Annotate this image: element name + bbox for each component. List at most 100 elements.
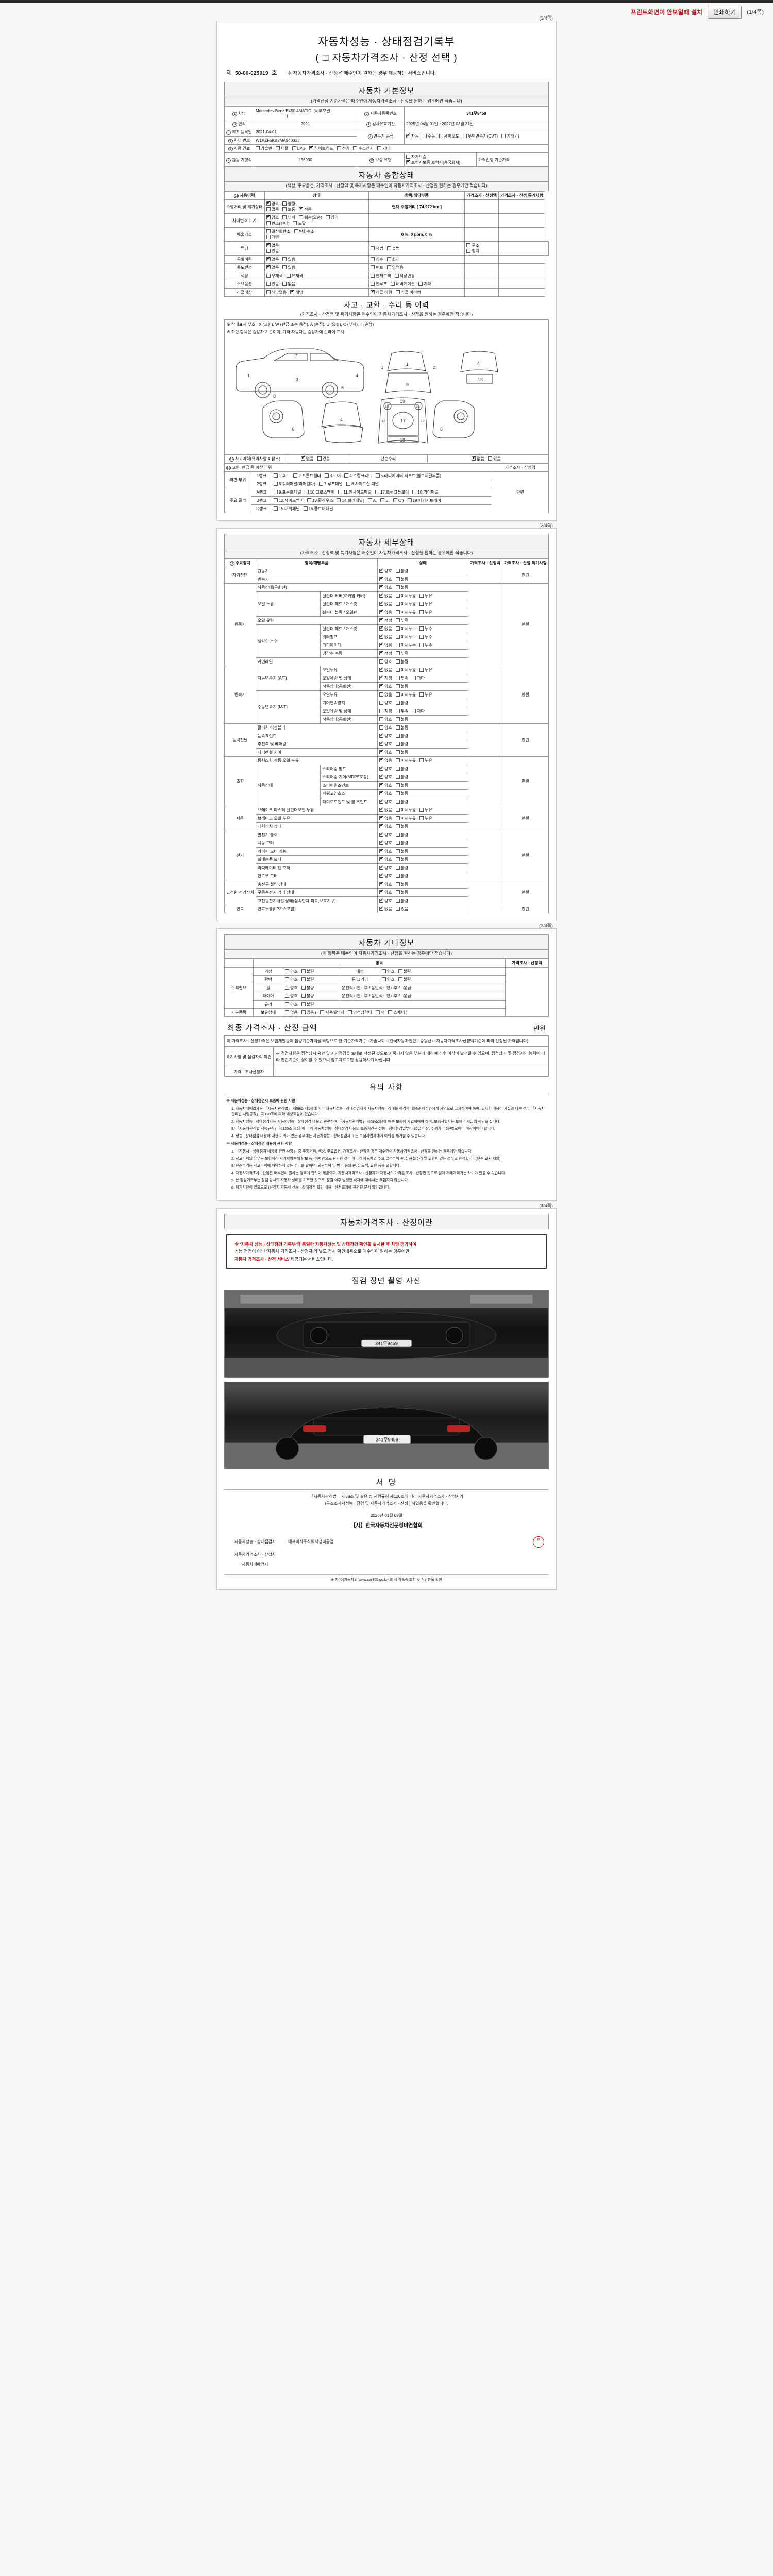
checkbox[interactable] — [266, 256, 271, 261]
checkbox[interactable] — [379, 749, 384, 754]
state-option[interactable]: 없음 — [379, 666, 392, 673]
transmission-option[interactable]: 세미오토 — [439, 133, 459, 139]
checkbox[interactable] — [466, 243, 471, 247]
state-option[interactable]: 누수 — [419, 634, 432, 640]
checkbox[interactable] — [395, 899, 400, 903]
checkbox[interactable] — [266, 235, 271, 239]
checkbox[interactable] — [379, 701, 383, 705]
checkbox[interactable] — [371, 257, 375, 261]
checkbox[interactable] — [395, 626, 400, 631]
checkbox[interactable] — [501, 134, 506, 138]
checkbox[interactable] — [379, 692, 383, 697]
checkbox[interactable] — [379, 709, 383, 713]
state-option[interactable]: 해당없음 — [266, 290, 287, 295]
checkbox[interactable] — [412, 676, 416, 680]
checkbox[interactable] — [320, 1010, 325, 1014]
checkbox[interactable] — [301, 1010, 306, 1014]
state-option[interactable]: 양호 — [266, 200, 279, 207]
state-option[interactable]: 양호 — [379, 889, 392, 895]
state-option[interactable]: 미세누유 — [395, 609, 416, 615]
state-option[interactable]: 불량 — [395, 857, 408, 862]
state-option[interactable]: 양호 — [379, 700, 392, 706]
part-option[interactable]: 12.사이드멤버 — [274, 498, 304, 503]
state-option[interactable]: 양호 — [379, 864, 392, 871]
state-option[interactable]: 양호 — [379, 856, 392, 862]
checkbox[interactable] — [379, 732, 384, 738]
state-option[interactable]: 양호 — [379, 749, 392, 755]
state-option[interactable]: 부족 — [395, 651, 408, 656]
state-option[interactable]: 없음 — [379, 633, 392, 640]
state-option[interactable]: 불량 — [395, 733, 408, 739]
checkbox[interactable] — [379, 633, 384, 639]
state-option[interactable]: 누유 — [419, 807, 432, 813]
state-option[interactable]: 미세누유 — [395, 807, 416, 813]
checkbox[interactable] — [379, 823, 384, 828]
checkbox[interactable] — [395, 857, 400, 861]
fuel-option[interactable]: LPG — [292, 146, 306, 151]
checkbox[interactable] — [388, 1010, 393, 1014]
checkbox[interactable] — [371, 274, 375, 278]
checkbox[interactable] — [380, 498, 385, 502]
state-option[interactable]: 불량 — [395, 717, 408, 722]
state-option[interactable]: 양호 — [379, 732, 392, 739]
state-option[interactable]: 양호 — [379, 880, 392, 887]
checkbox[interactable] — [395, 668, 400, 672]
condition-option[interactable]: 불량 — [398, 969, 411, 974]
checkbox[interactable] — [379, 683, 384, 688]
part-option[interactable]: 13.휠하우스 — [307, 498, 333, 503]
checkbox[interactable] — [379, 617, 384, 622]
checkbox[interactable] — [395, 290, 400, 294]
checkbox[interactable] — [325, 215, 330, 219]
state-option[interactable]: 누유 — [419, 816, 432, 821]
item-option[interactable]: 침수 — [371, 257, 383, 262]
checkbox[interactable] — [285, 977, 289, 981]
checkbox[interactable] — [371, 282, 375, 286]
checkbox[interactable] — [395, 701, 400, 705]
state-option[interactable]: 있음 — [282, 265, 295, 270]
state-option[interactable]: 없음 — [266, 256, 279, 262]
checkbox[interactable] — [395, 635, 400, 639]
checkbox[interactable] — [285, 986, 289, 990]
state-option[interactable]: 양호 — [379, 740, 392, 747]
state-option[interactable]: 누수 — [419, 642, 432, 648]
checkbox[interactable] — [395, 791, 400, 795]
state-option[interactable]: 없음 — [379, 815, 392, 821]
part-option[interactable]: 1.후드 — [274, 473, 290, 479]
checkbox[interactable] — [398, 969, 402, 973]
item-option[interactable]: 썬루프 — [371, 281, 387, 287]
checkbox[interactable] — [305, 490, 309, 494]
part-option[interactable]: 8.사이드실 패널 — [346, 481, 379, 487]
state-option[interactable]: 양호 — [379, 897, 392, 904]
checkbox[interactable] — [285, 969, 289, 973]
part-option[interactable]: B, — [380, 498, 390, 503]
checkbox[interactable] — [406, 132, 411, 138]
part-option[interactable]: C ) — [393, 498, 404, 503]
checkbox[interactable] — [348, 1010, 352, 1014]
checkbox[interactable] — [282, 265, 287, 269]
state-option[interactable]: 매연 — [266, 234, 279, 240]
tuning-option[interactable]: 적법 — [371, 246, 383, 251]
state-option[interactable]: 적음 — [299, 206, 312, 212]
checkbox[interactable] — [338, 490, 343, 494]
checkbox[interactable] — [274, 498, 278, 502]
checkbox[interactable] — [286, 274, 291, 278]
state-option[interactable]: 없음 — [266, 242, 279, 248]
basic-item-option[interactable]: 스패너 ) — [388, 1010, 407, 1015]
state-option[interactable]: 있음 — [395, 906, 408, 912]
warranty-option[interactable]: 보험사보증 보험사[흥국화재] — [406, 159, 460, 165]
state-option[interactable]: 미세누유 — [395, 593, 416, 599]
state-option[interactable]: 미세누유 — [395, 667, 416, 673]
state-option[interactable]: 미세누유 — [395, 816, 416, 821]
state-option[interactable]: 불량 — [395, 774, 408, 780]
checkbox[interactable] — [379, 567, 384, 573]
state-option[interactable]: 양호 — [379, 567, 392, 574]
checkbox[interactable] — [266, 264, 271, 269]
state-option[interactable]: 없음 — [379, 600, 392, 607]
checkbox[interactable] — [274, 506, 278, 511]
state-option[interactable]: 과다 — [412, 708, 425, 714]
checkbox[interactable] — [419, 626, 424, 631]
checkbox[interactable] — [377, 146, 381, 150]
checkbox[interactable] — [379, 641, 384, 647]
state-option[interactable]: 무채색 — [266, 273, 283, 279]
state-option[interactable]: 없음 — [379, 641, 392, 648]
